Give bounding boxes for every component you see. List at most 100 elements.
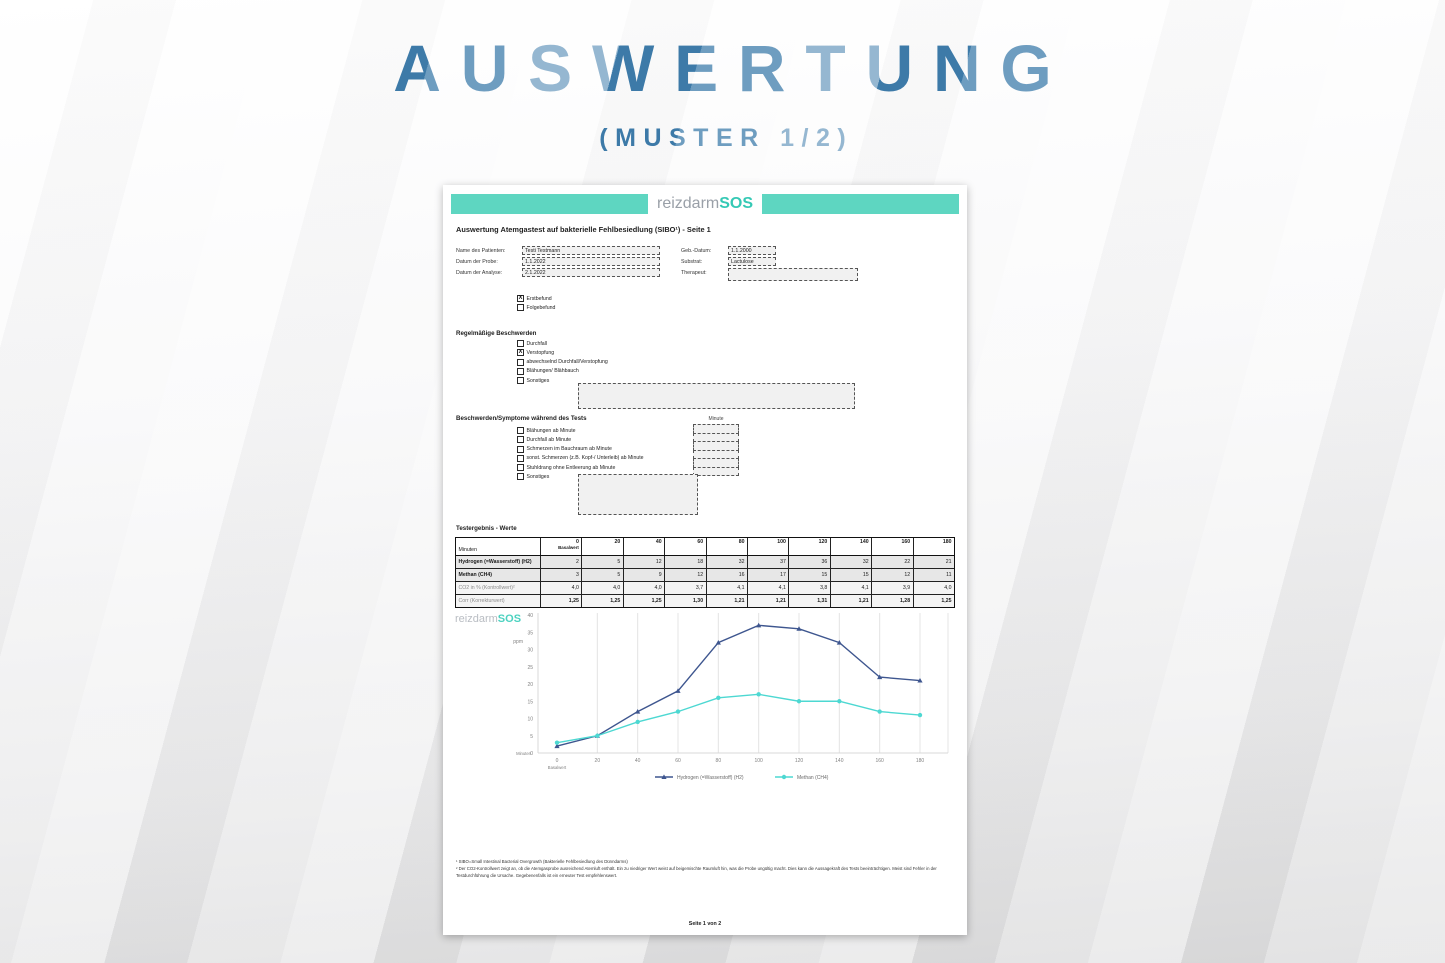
checkbox-verstopfung[interactable]: X [517,349,524,357]
befund-options: X Erstbefund Folgebefund [517,295,555,314]
minute-inputs [693,424,739,476]
field-row: Datum der Probe: 1.1.2022 [456,257,660,266]
logo-text-gray: reizdarm [455,613,498,625]
svg-text:Minuten: Minuten [516,751,532,756]
poster-subtitle: (MUSTER 1/2) [599,124,854,152]
symptome-row: Durchfall ab Minute [517,436,644,444]
checkbox-sym-stuhldrang[interactable] [517,464,524,472]
checkbox-sym-blaehungen[interactable] [517,427,524,434]
col-header-main: 100 [777,539,786,545]
checkbox-sonstiges[interactable] [517,377,524,385]
header-bar-right [762,194,959,214]
value-cell: 12 [871,569,913,581]
value-cell: 3,7 [664,582,706,594]
value-cell: 1,21 [829,595,872,607]
value-cell: 3 [540,569,582,581]
symptome-options: Blähungen ab Minute Durchfall ab Minute … [517,427,644,483]
checkbox-sym-sonst-schmerzen[interactable] [517,454,524,462]
field-row: Datum der Analyse: 2.1.2022 [456,268,660,277]
logo-text-gray: reizdarm [656,195,720,212]
checkbox-label: Verstopfung [526,349,555,356]
table-col-header: 180 [912,538,954,555]
document-title: Auswertung Atemgastest auf bakterielle F… [456,225,711,234]
checkbox-blaehungen[interactable] [517,367,524,375]
symptome-sonstiges-input[interactable] [578,474,698,515]
value-cell: 1,25 [581,595,623,607]
value-cell: 32 [705,556,747,568]
table-col-header: 20 [581,538,623,555]
col-header-main: 120 [818,539,828,545]
table-col-header: 40 [622,538,665,555]
table-col-header: 80 [705,538,747,555]
analysis-date-input[interactable]: 2.1.2022 [522,268,660,277]
value-cell: 2 [540,556,582,568]
field-row: Substrat: Lactulose [681,257,858,266]
value-cell: 1,21 [747,595,789,607]
patient-name-input[interactable]: Testi Testmann [522,246,660,255]
svg-text:180: 180 [916,758,925,764]
logo-text-teal: SOS [719,195,754,212]
footnote-1: ¹ SIBO=Small Intestinal Bacterial Overgr… [456,859,628,864]
beschwerden-sonstiges-input[interactable] [578,383,855,409]
substrate-input[interactable]: Lactulose [728,257,776,266]
svg-text:0: 0 [556,758,559,764]
table-col-header: 0 Basalwert [540,538,582,555]
footnote-2: ² Der CO2-Kontrollwert zeigt an, ob die … [456,865,937,878]
col-header-main: 160 [901,539,911,545]
beschwerden-options: Durchfall X Verstopfung abwechselnd Durc… [517,340,608,386]
value-cell: 16 [705,569,747,581]
beschwerden-row: Sonstiges [517,377,608,385]
row-label-cell: CO2 in % (Kontrollwert)² [456,582,540,594]
section-heading-beschwerden: Regelmäßige Beschwerden [456,330,537,337]
svg-text:ppm: ppm [513,639,523,645]
field-label: Substrat: [681,258,703,265]
section-heading-symptome: Beschwerden/Symptome während des Tests [456,415,587,422]
birth-date-input[interactable]: 1.1.2000 [728,246,776,255]
svg-text:10: 10 [527,717,533,723]
table-col-header: 60 [664,538,706,555]
befund-row: Folgebefund [517,304,555,312]
symptome-row: Stuhldrang ohne Entleerung ab Minute [517,464,644,472]
svg-text:25: 25 [527,665,533,671]
table-row: CO2 in % (Kontrollwert)² 4,0 4,0 4,0 3,7 4,1 4… [456,581,954,594]
befund-row: X Erstbefund [517,295,555,302]
checkbox-abwechselnd[interactable] [517,358,524,366]
checkbox-label: Sonstiges [526,473,550,480]
minute-column-header: Minute [708,416,724,422]
sample-date-input[interactable]: 1.1.2022 [522,257,660,266]
svg-text:35: 35 [527,630,533,636]
value-cell: 4,0 [581,582,623,594]
checkbox-label: Durchfall ab Minute [526,436,572,443]
checkbox-sym-durchfall[interactable] [517,436,524,444]
section-heading-results: Testergebnis - Werte [456,525,517,532]
svg-text:60: 60 [675,758,681,764]
value-cell: 15 [788,569,830,581]
checkbox-durchfall[interactable] [517,340,524,347]
value-cell: 4,1 [747,582,789,594]
value-cell: 22 [871,556,913,568]
value-cell: 12 [622,556,665,568]
checkbox-label: Erstbefund [526,295,552,302]
checkbox-erstbefund[interactable]: X [517,295,524,302]
minute-input[interactable] [693,466,739,476]
field-row: Name des Patienten: Testi Testmann [456,246,660,255]
table-corner-cell: Minuten [456,538,540,555]
value-cell: 1,25 [540,595,582,607]
checkbox-label: Blähungen ab Minute [526,427,576,434]
col-header-main: 140 [860,539,869,545]
col-header-main: 0 [576,539,579,545]
table-row: Hydrogen (=Wasserstoff) (H2) 2 5 12 18 32 37 36… [456,555,954,568]
value-cell: 1,25 [912,595,954,607]
checkbox-sym-schmerzen[interactable] [517,445,524,453]
value-cell: 32 [829,556,872,568]
col-header-main: 60 [697,539,704,545]
checkbox-folgebefund[interactable] [517,304,524,312]
symptome-row: Schmerzen im Bauchraum ab Minute [517,445,644,453]
table-row: Methan (CH4) 3 5 9 12 16 17 15 15 12 11 [456,568,954,581]
results-table: Minuten 0 Basalwert 20 40 60 80 100 120 140 160 180… [455,537,955,608]
field-label: Therapeut: [681,269,707,276]
svg-text:15: 15 [527,699,533,705]
therapist-input[interactable] [728,268,858,281]
svg-text:20: 20 [595,758,601,764]
checkbox-sym-sonstiges[interactable] [517,473,524,481]
